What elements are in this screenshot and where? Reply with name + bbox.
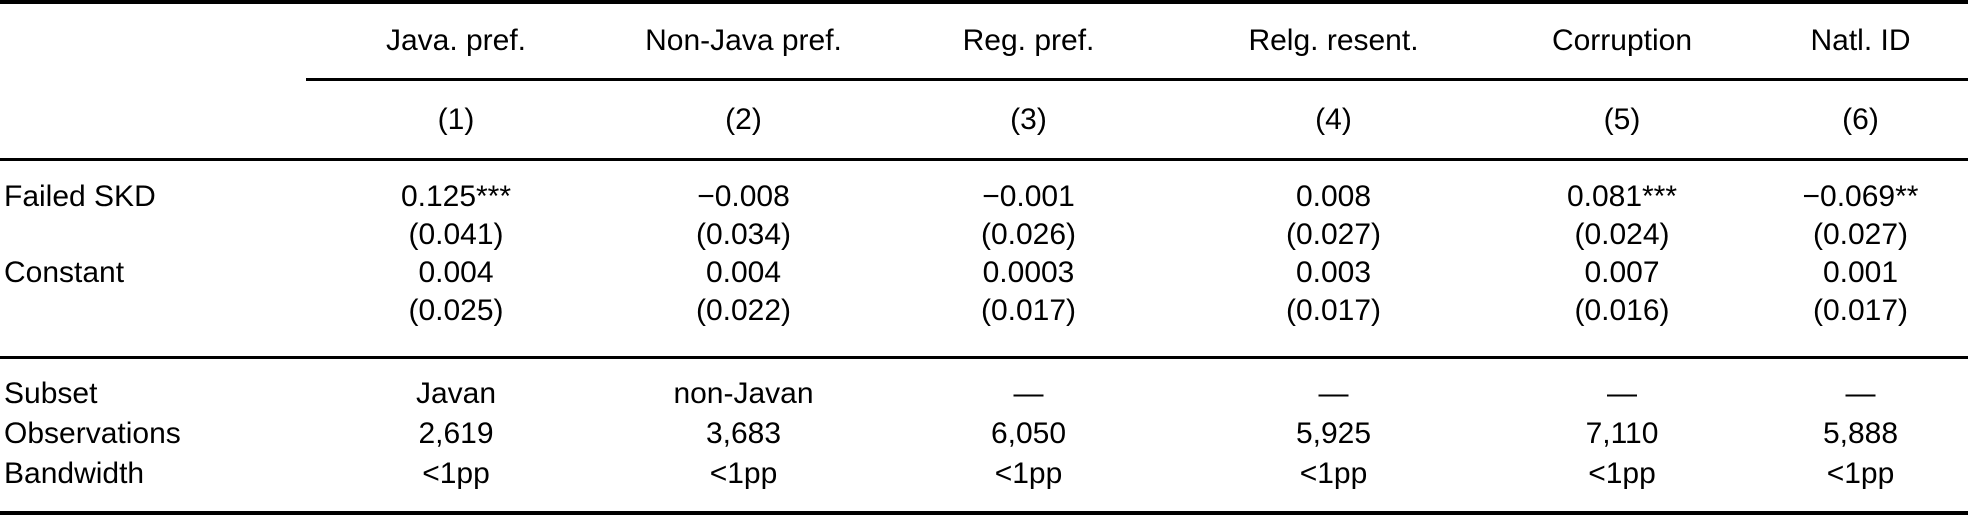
column-header: Reg. pref. — [881, 2, 1176, 81]
column-number: (3) — [881, 79, 1176, 161]
coefficient-cell: 0.081*** — [1566, 180, 1678, 213]
stderr-row-failed-skd: (0.041) (0.034) (0.026) (0.027) (0.024) … — [0, 216, 1968, 254]
stderr-cell: (0.017) — [1753, 292, 1968, 359]
meta-cell: 5,888 — [1822, 417, 1899, 450]
meta-cell: <1pp — [422, 457, 490, 490]
meta-cell: 7,110 — [1585, 417, 1659, 450]
coefficient-cell: −0.001 — [982, 180, 1075, 213]
meta-cell: <1pp — [1299, 457, 1368, 490]
stderr-cell: (0.017) — [881, 292, 1176, 359]
column-number: (4) — [1176, 79, 1491, 161]
row-label: Bandwidth — [4, 457, 145, 490]
meta-row-observations: Observations 2,619 3,683 6,050 5,925 7,1… — [0, 414, 1968, 454]
stderr-cell: (0.017) — [1176, 292, 1491, 359]
coefficient-cell: 0.0003 — [982, 256, 1075, 289]
meta-cell: — — [1013, 377, 1044, 410]
coefficient-cell: 0.003 — [1295, 256, 1372, 289]
coefficient-cell: 0.001 — [1822, 256, 1899, 289]
stderr-cell: (0.024) — [1574, 218, 1670, 251]
stderr-cell: (0.026) — [980, 218, 1077, 251]
stderr-cell: (0.025) — [306, 292, 606, 359]
header-row-variables: Java. pref. Non-Java pref. Reg. pref. Re… — [0, 2, 1968, 81]
meta-cell: — — [1318, 377, 1349, 410]
stderr-cell: (0.027) — [1812, 218, 1909, 251]
row-label-empty — [0, 292, 306, 359]
column-number: (5) — [1491, 79, 1753, 161]
meta-row-bandwidth: Bandwidth <1pp <1pp <1pp <1pp <1pp <1pp — [0, 454, 1968, 513]
coefficient-cell: 0.004 — [705, 256, 782, 289]
meta-cell: — — [1845, 377, 1876, 410]
stderr-cell: (0.016) — [1491, 292, 1753, 359]
column-header: Java. pref. — [306, 2, 606, 81]
coefficient-cell: 0.125*** — [400, 180, 512, 213]
row-label: Failed SKD — [4, 180, 156, 213]
column-header: Non-Java pref. — [606, 2, 881, 81]
meta-cell: 3,683 — [705, 417, 782, 450]
column-number: (2) — [606, 79, 881, 161]
meta-cell: — — [1607, 377, 1637, 410]
column-header: Corruption — [1491, 2, 1753, 81]
stderr-cell: (0.041) — [408, 218, 504, 251]
column-number: (6) — [1753, 79, 1968, 161]
meta-cell: <1pp — [709, 457, 778, 490]
meta-cell: 2,619 — [418, 417, 494, 450]
header-stub-empty — [0, 79, 306, 161]
meta-cell: 5,925 — [1295, 417, 1372, 450]
meta-cell: <1pp — [1826, 457, 1895, 490]
header-row-numbers: (1) (2) (3) (4) (5) (6) — [0, 79, 1968, 161]
meta-cell: Javan — [415, 377, 497, 410]
row-label: Constant — [4, 256, 125, 289]
coefficient-cell: 0.008 — [1295, 180, 1372, 213]
stderr-cell: (0.022) — [606, 292, 881, 359]
stderr-cell: (0.027) — [1285, 218, 1382, 251]
meta-cell: <1pp — [1588, 457, 1656, 490]
header-stub-empty — [0, 2, 306, 80]
stderr-row-constant: (0.025) (0.022) (0.017) (0.017) (0.016) … — [0, 292, 1968, 359]
column-header: Natl. ID — [1753, 2, 1968, 81]
stderr-cell: (0.034) — [695, 218, 792, 251]
row-label: Subset — [4, 377, 98, 410]
coefficient-cell: 0.007 — [1584, 256, 1660, 289]
coefficient-cell: −0.069** — [1802, 180, 1919, 213]
meta-cell: <1pp — [994, 457, 1063, 490]
meta-cell: non-Javan — [673, 377, 814, 410]
coefficient-cell: −0.008 — [697, 180, 790, 213]
coefficient-row-constant: Constant 0.004 0.004 0.0003 0.003 0.007 … — [0, 254, 1968, 292]
column-header: Relg. resent. — [1176, 2, 1491, 81]
meta-cell: 6,050 — [990, 417, 1067, 450]
row-label: Observations — [4, 417, 181, 450]
column-number: (1) — [306, 79, 606, 161]
coefficient-row-failed-skd: Failed SKD 0.125*** −0.008 −0.001 0.008 … — [0, 160, 1968, 217]
meta-row-subset: Subset Javan non-Javan — — — — — [0, 358, 1968, 415]
coefficient-cell: 0.004 — [418, 256, 494, 289]
row-label-empty — [0, 216, 306, 254]
